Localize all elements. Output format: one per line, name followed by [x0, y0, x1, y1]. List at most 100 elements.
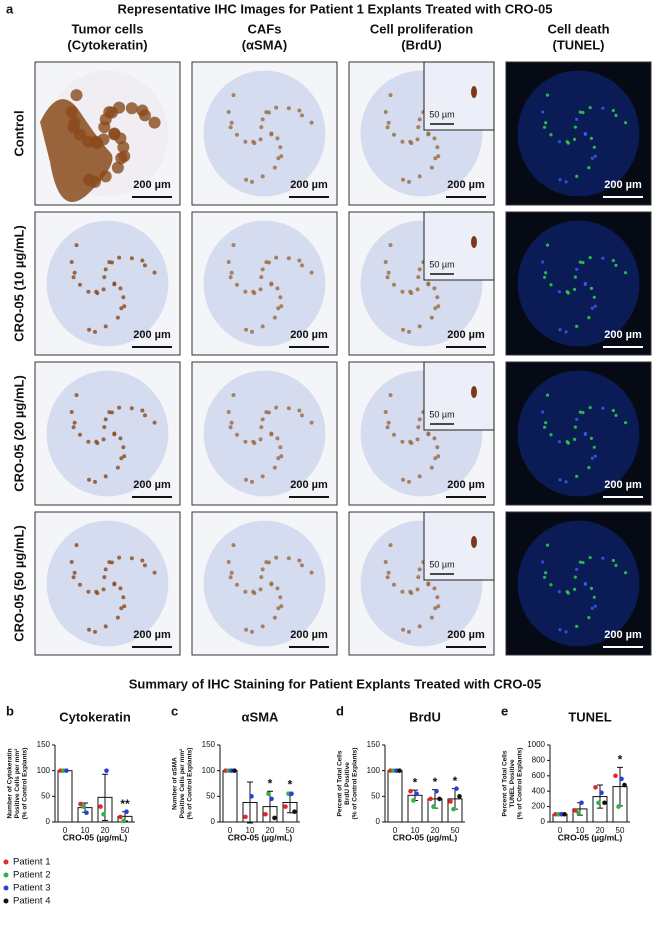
data-point [397, 768, 402, 773]
inset-scale-label: 50 µm [429, 559, 454, 569]
stain [436, 304, 441, 309]
stain [309, 570, 314, 575]
y-tick-label: 400 [532, 786, 546, 795]
stain [426, 432, 431, 437]
stain [94, 589, 99, 594]
stain [102, 275, 107, 280]
stain [121, 595, 126, 600]
stain [592, 295, 596, 299]
summary-title: Summary of IHC Staining for Patient Expl… [129, 676, 541, 691]
inset [423, 61, 495, 131]
stain [417, 474, 422, 479]
inset-cell [471, 236, 477, 248]
stain [74, 393, 79, 398]
stain [589, 586, 594, 590]
stain [125, 102, 138, 115]
stain [93, 329, 98, 334]
stain [115, 465, 120, 470]
stain [592, 445, 596, 449]
data-point [81, 804, 86, 809]
stain [573, 425, 577, 429]
stain [623, 421, 628, 425]
stain [564, 480, 568, 484]
data-point [64, 768, 69, 773]
stain [583, 132, 587, 137]
legend-label: Patient 3 [13, 883, 51, 894]
stain [408, 439, 413, 444]
stain [416, 275, 421, 280]
stain [407, 629, 412, 634]
stain [266, 410, 271, 415]
stain [572, 587, 577, 591]
stain [278, 445, 283, 450]
stain [408, 289, 413, 294]
data-point [283, 804, 288, 809]
stain [250, 479, 255, 484]
stain [140, 258, 145, 263]
stain [593, 454, 597, 458]
stain [269, 582, 274, 587]
stain [415, 437, 420, 442]
stain [226, 110, 231, 115]
stain [544, 421, 548, 425]
stain [299, 413, 304, 418]
stain [266, 260, 271, 265]
stain [259, 125, 264, 130]
data-point [118, 814, 123, 820]
stain [101, 587, 106, 592]
chart-letter: e [501, 703, 508, 718]
stain [416, 125, 421, 130]
stain [590, 606, 594, 610]
stain [426, 132, 431, 137]
stain [309, 120, 314, 125]
stain [93, 479, 98, 484]
stain [71, 275, 76, 280]
significance: * [453, 774, 458, 788]
scale-bar-label: 200 µm [447, 329, 485, 341]
tissue [203, 370, 326, 497]
x-tick-label: 0 [63, 826, 68, 835]
data-point [98, 804, 103, 809]
stain [148, 116, 161, 129]
stain [545, 543, 550, 547]
data-point [437, 796, 442, 802]
stain [575, 567, 579, 571]
stain [297, 408, 302, 413]
stain [557, 140, 562, 144]
stain [388, 393, 393, 398]
stain [386, 120, 391, 125]
stain [274, 255, 279, 260]
stain [299, 563, 304, 568]
data-point [121, 818, 126, 824]
stain [541, 560, 545, 564]
stain [103, 324, 108, 329]
stain [108, 128, 121, 141]
column-header: Tumor cells [71, 21, 143, 36]
chart-letter: c [171, 703, 178, 718]
tissue [46, 370, 169, 497]
stain [435, 145, 440, 150]
stain [251, 439, 256, 444]
bar [57, 770, 73, 823]
stain [401, 177, 406, 182]
stain [611, 558, 615, 563]
legend-swatch [3, 898, 9, 904]
stain [391, 132, 396, 137]
y-axis-label: TUNEL Positive [509, 759, 516, 808]
scale-bar-label: 200 µm [604, 179, 642, 191]
stain [94, 289, 99, 294]
data-point [232, 768, 237, 773]
stain [426, 582, 431, 587]
stain [614, 563, 618, 567]
data-point [101, 812, 106, 817]
chart-letter: d [336, 703, 344, 718]
stain [142, 263, 147, 268]
stain [578, 110, 582, 114]
stain [590, 156, 594, 160]
stain [94, 439, 99, 444]
stain [229, 420, 234, 425]
stain [103, 474, 108, 479]
tissue [203, 220, 326, 347]
legend-swatch [3, 872, 9, 878]
x-tick-label: 50 [286, 826, 295, 835]
